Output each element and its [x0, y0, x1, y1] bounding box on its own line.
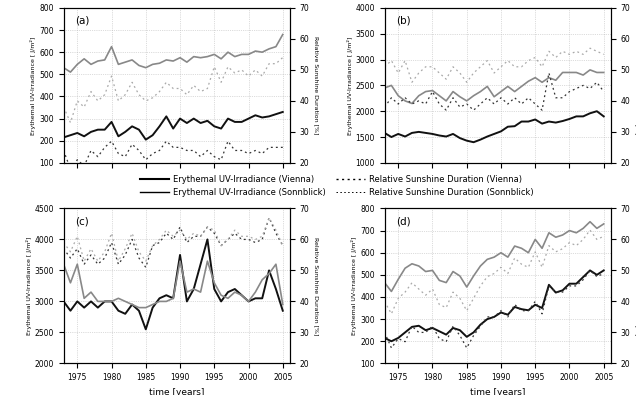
Y-axis label: Erythemal UV-Irradiance [ J/m²]: Erythemal UV-Irradiance [ J/m²] [25, 237, 32, 335]
Y-axis label: Erythemal UV-Irradiance [ J/m²]: Erythemal UV-Irradiance [ J/m²] [31, 36, 36, 135]
Text: (a): (a) [75, 16, 89, 26]
X-axis label: time [years]: time [years] [149, 387, 204, 395]
Y-axis label: Relative Sunshine Duration [%]: Relative Sunshine Duration [%] [314, 36, 319, 135]
Text: (c): (c) [75, 216, 88, 226]
Y-axis label: Erythemal UV-Irradiance [ J/m²]: Erythemal UV-Irradiance [ J/m²] [347, 36, 352, 135]
Y-axis label: Erythemal UV-Irradiance [ J/m²]: Erythemal UV-Irradiance [ J/m²] [352, 237, 357, 335]
Y-axis label: Relative Sunshine Duration [%]: Relative Sunshine Duration [%] [635, 237, 636, 335]
X-axis label: time [years]: time [years] [470, 387, 525, 395]
Text: (b): (b) [396, 16, 410, 26]
Y-axis label: Relative Sunshine Duration [%]: Relative Sunshine Duration [%] [635, 36, 636, 135]
Y-axis label: Relative Sunshine Duration [%]: Relative Sunshine Duration [%] [314, 237, 319, 335]
Legend: Erythemal UV-Irradiance (Vienna), Erythemal UV-Irradiance (Sonnblick), Relative : Erythemal UV-Irradiance (Vienna), Erythe… [140, 175, 534, 197]
Text: (d): (d) [396, 216, 410, 226]
